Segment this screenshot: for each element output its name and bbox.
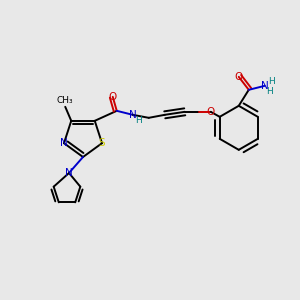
Text: O: O bbox=[109, 92, 117, 102]
Text: H: H bbox=[268, 77, 275, 86]
Text: O: O bbox=[207, 107, 215, 117]
Text: H: H bbox=[266, 87, 273, 96]
Text: N: N bbox=[60, 138, 68, 148]
Text: N: N bbox=[261, 81, 268, 91]
Text: S: S bbox=[99, 138, 105, 148]
Text: CH₃: CH₃ bbox=[57, 96, 74, 105]
Text: N: N bbox=[65, 168, 73, 178]
Text: O: O bbox=[235, 72, 243, 82]
Text: N: N bbox=[129, 110, 136, 120]
Text: H: H bbox=[135, 116, 142, 125]
